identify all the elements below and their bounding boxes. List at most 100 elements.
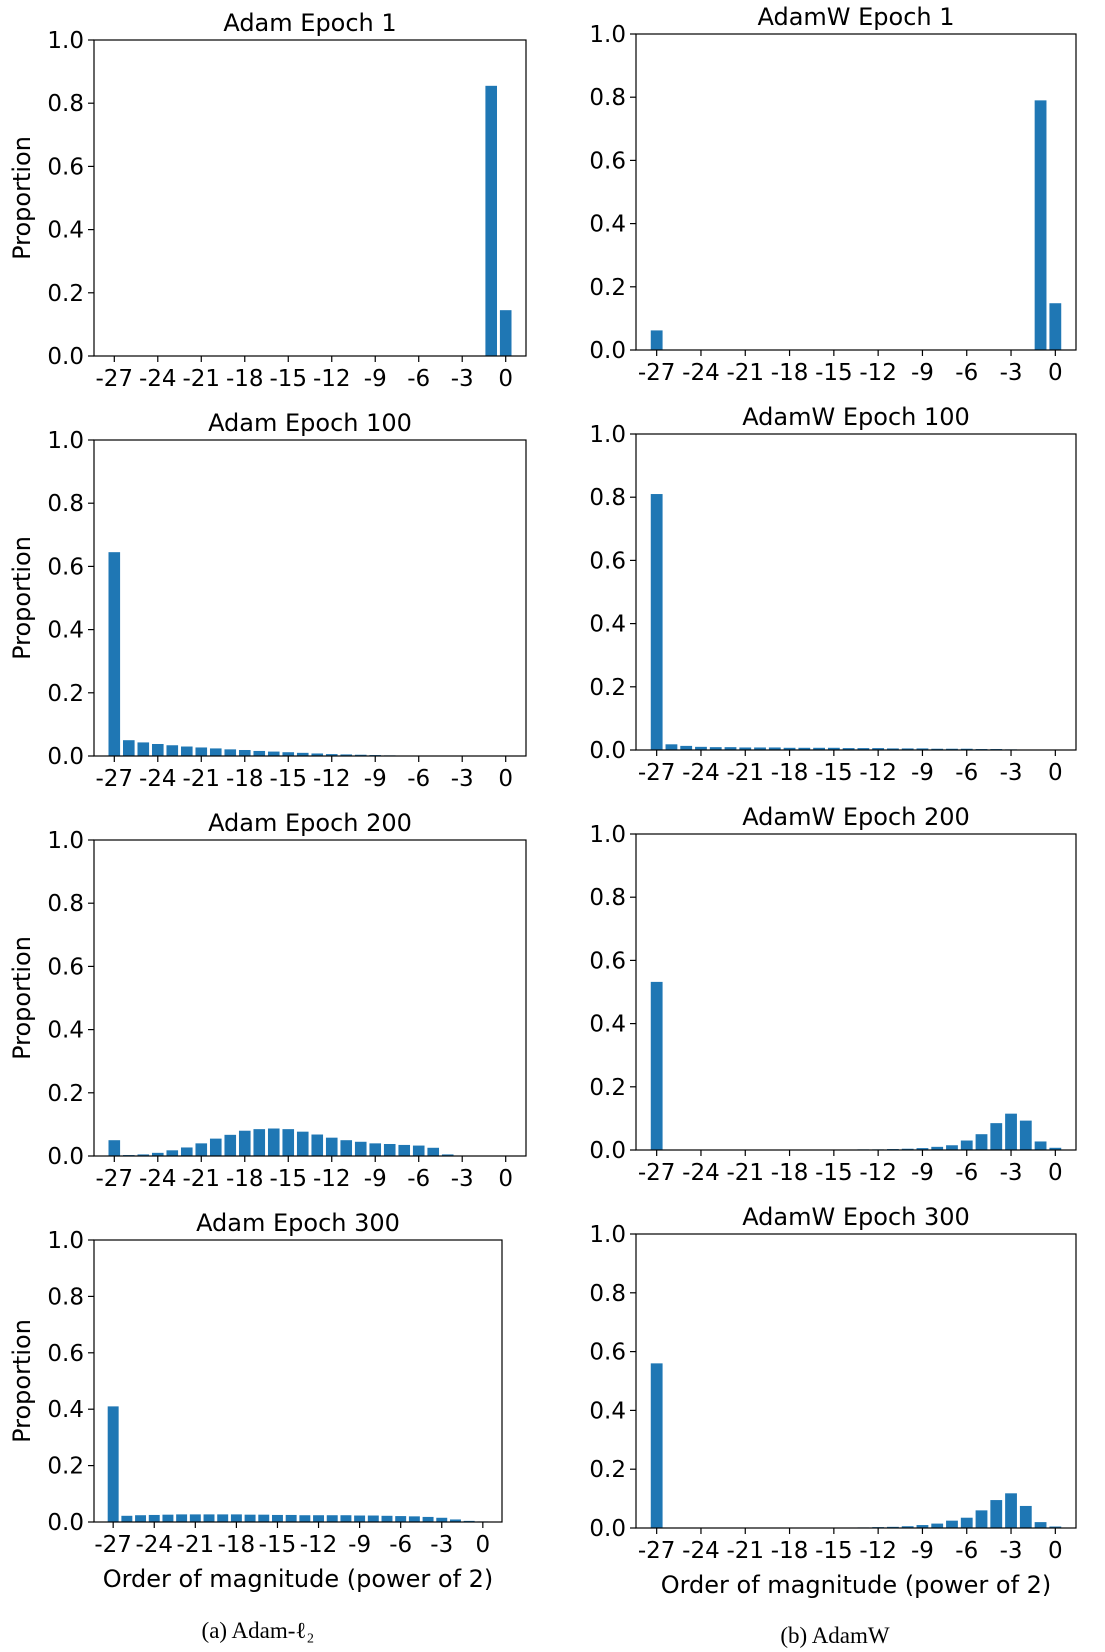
bar <box>209 1138 222 1156</box>
x-tick-label: -12 <box>859 1538 897 1564</box>
x-tick-label: -21 <box>182 766 220 792</box>
y-tick-label: 0.0 <box>589 1516 626 1542</box>
chart-title: AdamW Epoch 1 <box>757 3 954 31</box>
x-tick-label: -27 <box>638 360 676 386</box>
bar <box>311 1134 324 1156</box>
bar <box>1049 1147 1062 1150</box>
bar <box>108 552 121 756</box>
x-tick-label: -15 <box>269 366 307 392</box>
bar <box>798 747 811 750</box>
y-tick-label: 0.8 <box>47 491 84 517</box>
x-tick-label: -6 <box>407 366 430 392</box>
bar <box>842 748 855 750</box>
bar <box>151 1152 164 1156</box>
bar <box>946 1520 958 1528</box>
chart-panel: 0.00.20.40.60.81.0-27 -24 -21 -18 -15 -12 -9 -6… <box>8 1209 503 1593</box>
x-tick-label: -3 <box>430 1532 453 1558</box>
bar <box>754 747 766 750</box>
bar <box>650 494 663 750</box>
x-tick-label: -6 <box>955 360 978 386</box>
y-axis-label: Proportion <box>8 936 36 1060</box>
x-tick-label: -24 <box>682 360 720 386</box>
bar <box>137 742 150 756</box>
bar <box>650 330 663 350</box>
chart-panel: 0.00.20.40.60.81.0-27 -24 -21 -18 -15 -12 -9 -6… <box>8 409 527 792</box>
x-tick-label: -3 <box>1000 1160 1023 1186</box>
y-tick-label: 0.0 <box>47 1144 84 1170</box>
bar <box>1049 1526 1062 1528</box>
bar <box>650 1363 663 1528</box>
chart-title: Adam Epoch 100 <box>208 409 412 437</box>
x-tick-label: -3 <box>451 766 474 792</box>
x-tick-label: -21 <box>182 366 220 392</box>
bar <box>224 1134 237 1156</box>
x-tick-label: -9 <box>911 1160 934 1186</box>
x-tick-label: -9 <box>911 760 934 786</box>
x-tick-label: 0 <box>498 1166 513 1192</box>
chart-panel: 0.00.20.40.60.81.0-27 -24 -21 -18 -15 -12 -9 -6… <box>589 403 1077 786</box>
bar <box>189 1514 201 1522</box>
bar <box>311 753 324 756</box>
bar <box>975 1134 988 1150</box>
bar <box>325 754 338 756</box>
bar <box>813 747 825 750</box>
bar <box>680 745 693 750</box>
chart-panel: 0.00.20.40.60.81.0-27 -24 -21 -18 -15 -12 -9 -6… <box>8 9 527 392</box>
y-tick-label: 0.8 <box>47 91 84 117</box>
bar <box>148 1514 160 1522</box>
y-tick-label: 0.4 <box>47 1397 84 1423</box>
bar <box>180 1147 193 1156</box>
x-tick-label: -24 <box>682 1160 720 1186</box>
bar <box>412 1145 425 1156</box>
y-tick-label: 0.4 <box>589 1012 626 1038</box>
bar <box>901 748 914 750</box>
x-tick-label: -18 <box>771 1538 809 1564</box>
bar <box>931 748 944 750</box>
bar <box>253 1129 266 1156</box>
bar <box>901 1148 914 1150</box>
axes-frame <box>635 33 1077 351</box>
x-tick-label: -12 <box>859 360 897 386</box>
bar <box>354 1515 366 1522</box>
bar <box>383 1143 396 1156</box>
bar <box>931 1146 944 1150</box>
x-tick-label: -12 <box>313 366 351 392</box>
y-tick-label: 0.4 <box>589 612 626 638</box>
bar <box>975 1510 988 1528</box>
bar <box>244 1514 256 1522</box>
x-tick-label: -18 <box>226 1166 264 1192</box>
bar <box>107 1406 119 1522</box>
chart-panel: 0.00.20.40.60.81.0-27 -24 -21 -18 -15 -12 -9 -6… <box>589 803 1077 1186</box>
x-tick-label: 0 <box>498 366 513 392</box>
y-tick-label: 0.8 <box>47 1284 84 1310</box>
x-tick-label: -27 <box>96 366 134 392</box>
x-tick-label: -9 <box>364 366 387 392</box>
x-tick-label: -21 <box>726 760 764 786</box>
bar <box>267 1128 280 1156</box>
chart-panel: 0.00.20.40.60.81.0-27 -24 -21 -18 -15 -12 -9 -6… <box>589 1203 1077 1599</box>
bar <box>326 1515 338 1522</box>
y-tick-label: 0.8 <box>589 885 626 911</box>
x-tick-label: -9 <box>911 360 934 386</box>
x-tick-label: -12 <box>859 1160 897 1186</box>
x-tick-label: -6 <box>407 766 430 792</box>
x-axis-label: Order of magnitude (power of 2) <box>103 1565 494 1593</box>
bar <box>427 1147 440 1156</box>
y-tick-label: 0.6 <box>47 954 84 980</box>
y-tick-label: 1.0 <box>589 1222 626 1248</box>
x-tick-label: -3 <box>451 1166 474 1192</box>
y-tick-label: 0.4 <box>47 1018 84 1044</box>
bar <box>230 1514 242 1522</box>
y-tick-label: 0.8 <box>589 85 626 111</box>
bar <box>436 1517 448 1522</box>
bar <box>108 1140 121 1156</box>
bar <box>209 748 222 756</box>
y-tick-label: 0.0 <box>589 338 626 364</box>
y-tick-label: 0.0 <box>47 1510 84 1536</box>
bar <box>367 1515 379 1522</box>
bar <box>499 310 512 356</box>
bar <box>990 1123 1003 1150</box>
x-tick-label: -18 <box>771 760 809 786</box>
chart-title: AdamW Epoch 100 <box>742 403 970 431</box>
